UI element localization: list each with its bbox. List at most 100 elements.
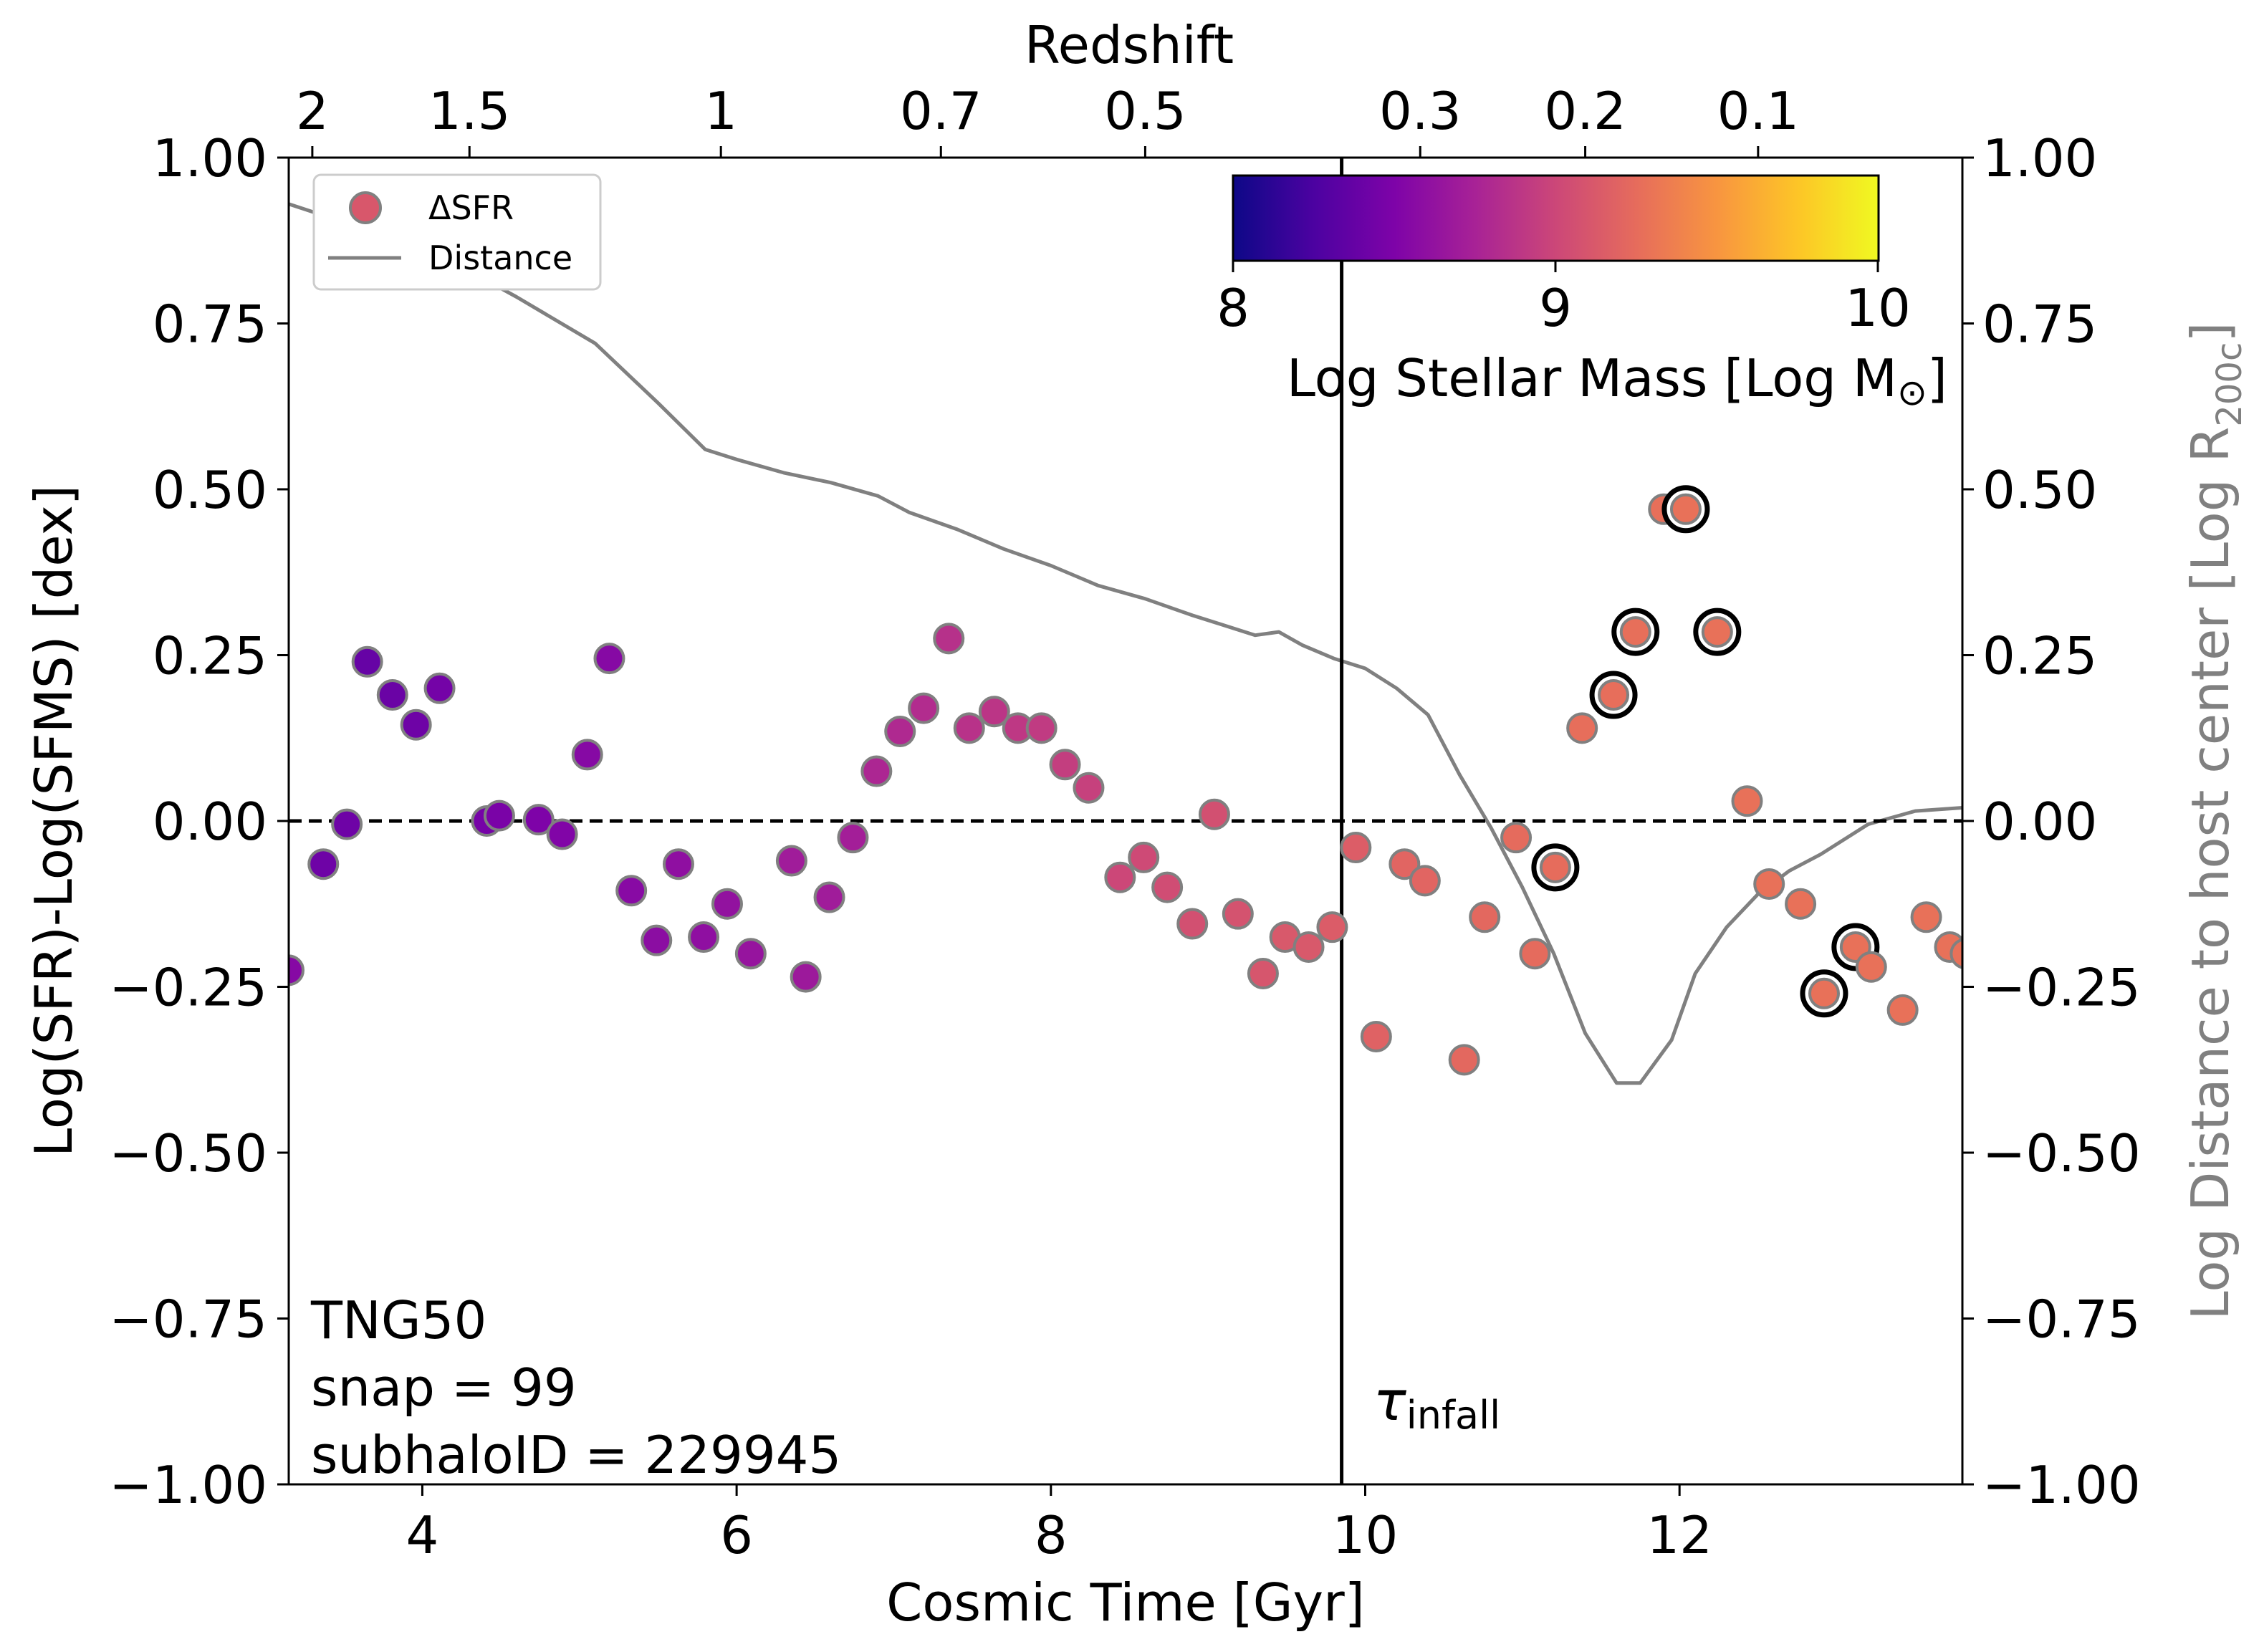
data-point	[813, 881, 845, 913]
colorbar-gradient	[1232, 174, 1880, 262]
data-point	[1151, 871, 1184, 903]
legend: ΔSFR Distance	[312, 173, 602, 291]
x-tick-label: 10	[1333, 1505, 1399, 1565]
right-y-tick-label: 1.00	[1982, 128, 2097, 188]
data-point	[1753, 868, 1785, 900]
colorbar: 8 9 10 Log Stellar Mass [Log M⊙]	[1217, 174, 1947, 413]
left-y-tick-label: 0.50	[153, 460, 267, 520]
data-point	[1469, 901, 1501, 933]
right-y-tick-label: −0.25	[1982, 958, 2141, 1018]
data-point	[734, 938, 767, 970]
data-point	[331, 808, 363, 840]
data-point	[978, 696, 1010, 728]
data-point	[711, 888, 743, 920]
data-point	[1539, 851, 1571, 883]
infall-label-tau: τ	[1373, 1369, 1407, 1433]
x-tick-label: 4	[406, 1505, 439, 1565]
right-y-axis-title: Log Distance to host center [Log R200c]	[2180, 322, 2250, 1320]
distance-line	[289, 202, 1962, 1085]
right-y-tick-label: 0.50	[1982, 460, 2097, 520]
data-point	[1176, 908, 1209, 940]
right-y-axis-ticks: −1.00 −0.75 −0.50 −0.25 0.00 0.25 0.50 0.75 1.00	[1962, 128, 2141, 1515]
colorbar-title-end: ]	[1927, 348, 1947, 408]
legend-label-dsfr: ΔSFR	[428, 188, 514, 227]
annotation-line: snap = 99	[311, 1358, 577, 1418]
top-axis-title: Redshift	[1025, 15, 1234, 75]
right-y-tick-label: −1.00	[1982, 1455, 2141, 1515]
data-point	[1731, 785, 1763, 817]
top-tick-label: 0.5	[1104, 81, 1186, 141]
data-point	[1448, 1044, 1480, 1076]
x-tick-label: 8	[1035, 1505, 1068, 1565]
infall-label: τinfall	[1373, 1369, 1500, 1438]
annotation: TNG50 snap = 99 subhaloID = 229945	[310, 1290, 841, 1485]
left-y-tick-label: −0.25	[109, 958, 267, 1018]
right-y-tick-label: 0.25	[1982, 626, 2097, 686]
data-point	[1247, 957, 1279, 989]
top-redshift-axis-ticks: 2 1.5 1 0.7 0.5 0.3 0.2 0.1	[296, 81, 1799, 158]
left-y-tick-label: −0.50	[109, 1123, 267, 1183]
top-tick-label: 1.5	[428, 81, 511, 141]
data-point	[908, 692, 940, 724]
data-point	[307, 848, 340, 880]
left-y-axis-ticks: −1.00 −0.75 −0.50 −0.25 0.00 0.25 0.50 0.75 1.00	[109, 128, 289, 1515]
data-point	[775, 845, 807, 877]
data-point	[1619, 616, 1651, 648]
data-point	[1104, 861, 1136, 893]
colorbar-tick-label: 9	[1539, 278, 1572, 338]
data-point	[1566, 712, 1598, 744]
top-tick-label: 1	[704, 81, 737, 141]
data-point	[1910, 901, 1942, 933]
data-point	[1316, 911, 1348, 943]
annotation-line: subhaloID = 229945	[311, 1425, 841, 1485]
data-point	[1409, 865, 1441, 897]
data-point	[376, 679, 408, 711]
x-axis-ticks: 4 6 8 10 12	[406, 1484, 1712, 1565]
x-tick-label: 12	[1646, 1505, 1712, 1565]
left-y-tick-label: −0.75	[109, 1290, 267, 1350]
data-point	[571, 739, 603, 771]
legend-label-distance: Distance	[428, 239, 572, 277]
data-point	[688, 921, 720, 954]
data-point	[1949, 938, 1962, 969]
legend-marker-icon	[349, 191, 382, 224]
data-point	[837, 822, 869, 854]
data-point	[289, 954, 304, 986]
left-y-tick-label: 1.00	[153, 128, 267, 188]
colorbar-title: Log Stellar Mass [Log M⊙]	[1287, 348, 1947, 413]
data-point	[662, 848, 694, 880]
data-point	[483, 799, 515, 832]
x-tick-label: 6	[720, 1505, 753, 1565]
colorbar-tick-label: 8	[1217, 278, 1250, 338]
data-point	[953, 712, 985, 744]
data-point	[522, 804, 555, 836]
right-y-tick-label: −0.75	[1982, 1290, 2141, 1350]
right-y-axis-title-main: Log Distance to host center [Log R	[2180, 427, 2240, 1320]
data-point	[790, 961, 822, 993]
data-point	[1669, 493, 1702, 525]
top-tick-label: 0.7	[900, 81, 982, 141]
annotation-line: TNG50	[310, 1290, 486, 1350]
right-y-tick-label: 0.75	[1982, 294, 2097, 355]
data-point	[1198, 798, 1230, 830]
top-tick-label: 0.3	[1379, 81, 1462, 141]
data-point	[400, 709, 432, 741]
top-tick-label: 0.2	[1544, 81, 1626, 141]
data-point	[1049, 749, 1081, 781]
data-point	[593, 643, 625, 675]
data-point	[933, 623, 965, 655]
data-point	[860, 755, 893, 787]
colorbar-title-main: Log Stellar Mass [Log M	[1287, 348, 1897, 408]
data-point	[884, 715, 916, 747]
data-point	[615, 875, 648, 907]
data-point	[423, 672, 456, 704]
data-point	[1340, 832, 1372, 864]
legend-box	[312, 173, 602, 291]
data-point	[1128, 841, 1160, 873]
right-y-tick-label: −0.50	[1982, 1123, 2141, 1183]
right-y-axis-title-subscript: 200c	[2210, 342, 2250, 427]
data-point	[1808, 977, 1840, 1009]
data-point	[1360, 1020, 1392, 1052]
distance-series	[289, 202, 1962, 1085]
